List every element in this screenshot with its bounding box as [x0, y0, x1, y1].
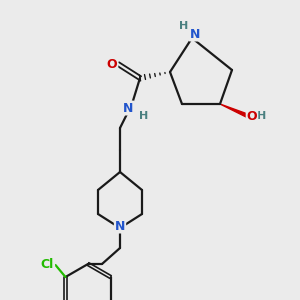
Text: N: N: [123, 101, 133, 115]
Text: O: O: [247, 110, 257, 122]
Text: Cl: Cl: [41, 259, 54, 272]
Text: H: H: [179, 21, 189, 31]
Text: O: O: [107, 58, 117, 70]
Text: N: N: [115, 220, 125, 232]
Polygon shape: [220, 104, 249, 118]
Text: H: H: [140, 111, 148, 121]
Text: N: N: [190, 28, 200, 40]
Text: H: H: [257, 111, 267, 121]
